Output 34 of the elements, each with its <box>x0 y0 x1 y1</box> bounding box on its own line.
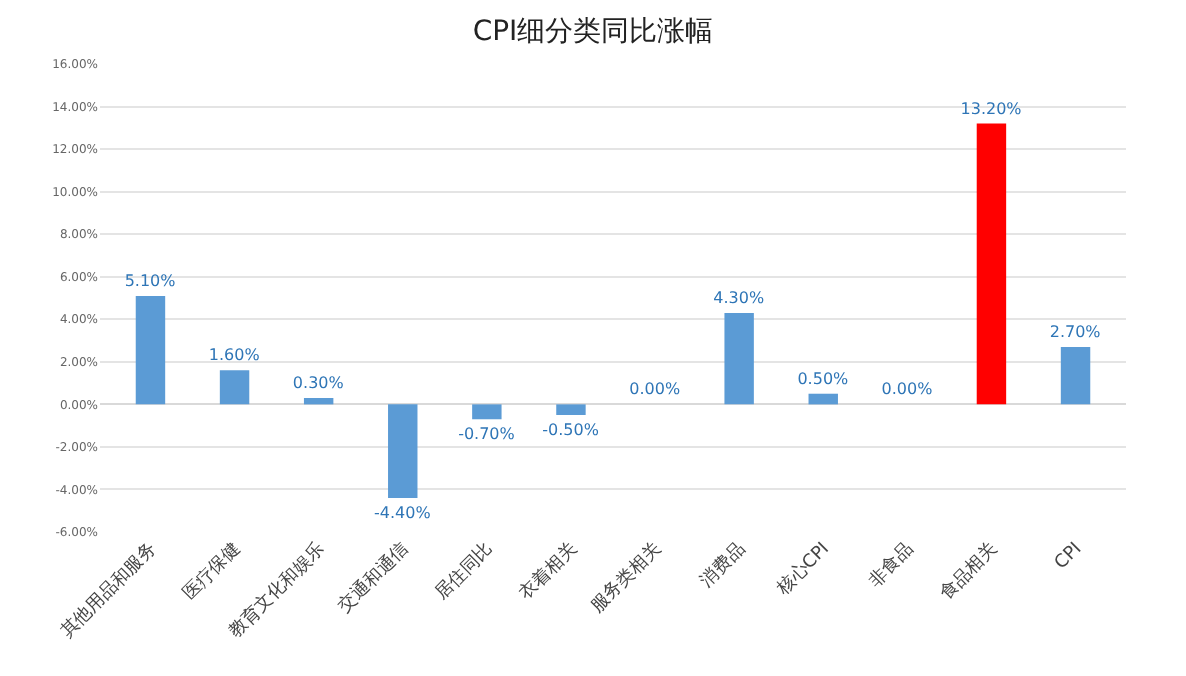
bar <box>303 397 334 405</box>
data-label: 13.20% <box>960 99 1023 118</box>
data-label: 4.30% <box>713 288 765 307</box>
x-tick-label: 食品相关 <box>935 538 1003 605</box>
bar <box>472 404 502 420</box>
data-label: 0.30% <box>292 373 345 392</box>
data-label: 0.50% <box>797 369 850 388</box>
bar <box>1060 346 1091 405</box>
x-tick-label: CPI <box>1051 539 1087 574</box>
bar <box>135 295 166 405</box>
bar <box>388 404 418 498</box>
x-tick-label: 医疗保健 <box>178 538 246 605</box>
x-tick-label: 非食品 <box>864 538 918 592</box>
x-tick-label: 居住同比 <box>431 538 498 605</box>
bar <box>219 370 250 405</box>
data-label: 2.70% <box>1049 322 1102 341</box>
bar <box>724 312 754 405</box>
x-tick-label: 其他用品和服务 <box>56 538 162 643</box>
data-label: 0.00% <box>881 380 934 399</box>
data-label: 1.60% <box>208 346 261 365</box>
x-tick-label: 衣着相关 <box>515 538 582 605</box>
x-tick-label: 服务类相关 <box>586 538 666 618</box>
data-label: 0.00% <box>629 380 681 399</box>
data-label: -0.50% <box>542 421 600 439</box>
data-label: -0.70% <box>458 425 516 444</box>
x-tick-label: 消费品 <box>696 538 750 592</box>
data-label: 5.10% <box>124 271 177 290</box>
x-tick-label: 交通和通信 <box>334 538 414 618</box>
data-label: -4.40% <box>374 503 432 522</box>
bar <box>556 404 586 415</box>
bar <box>808 393 838 405</box>
chart-title: CPI细分类同比涨幅 <box>472 15 714 48</box>
bar <box>976 123 1007 405</box>
x-tick-label: 核心CPI <box>771 538 834 601</box>
